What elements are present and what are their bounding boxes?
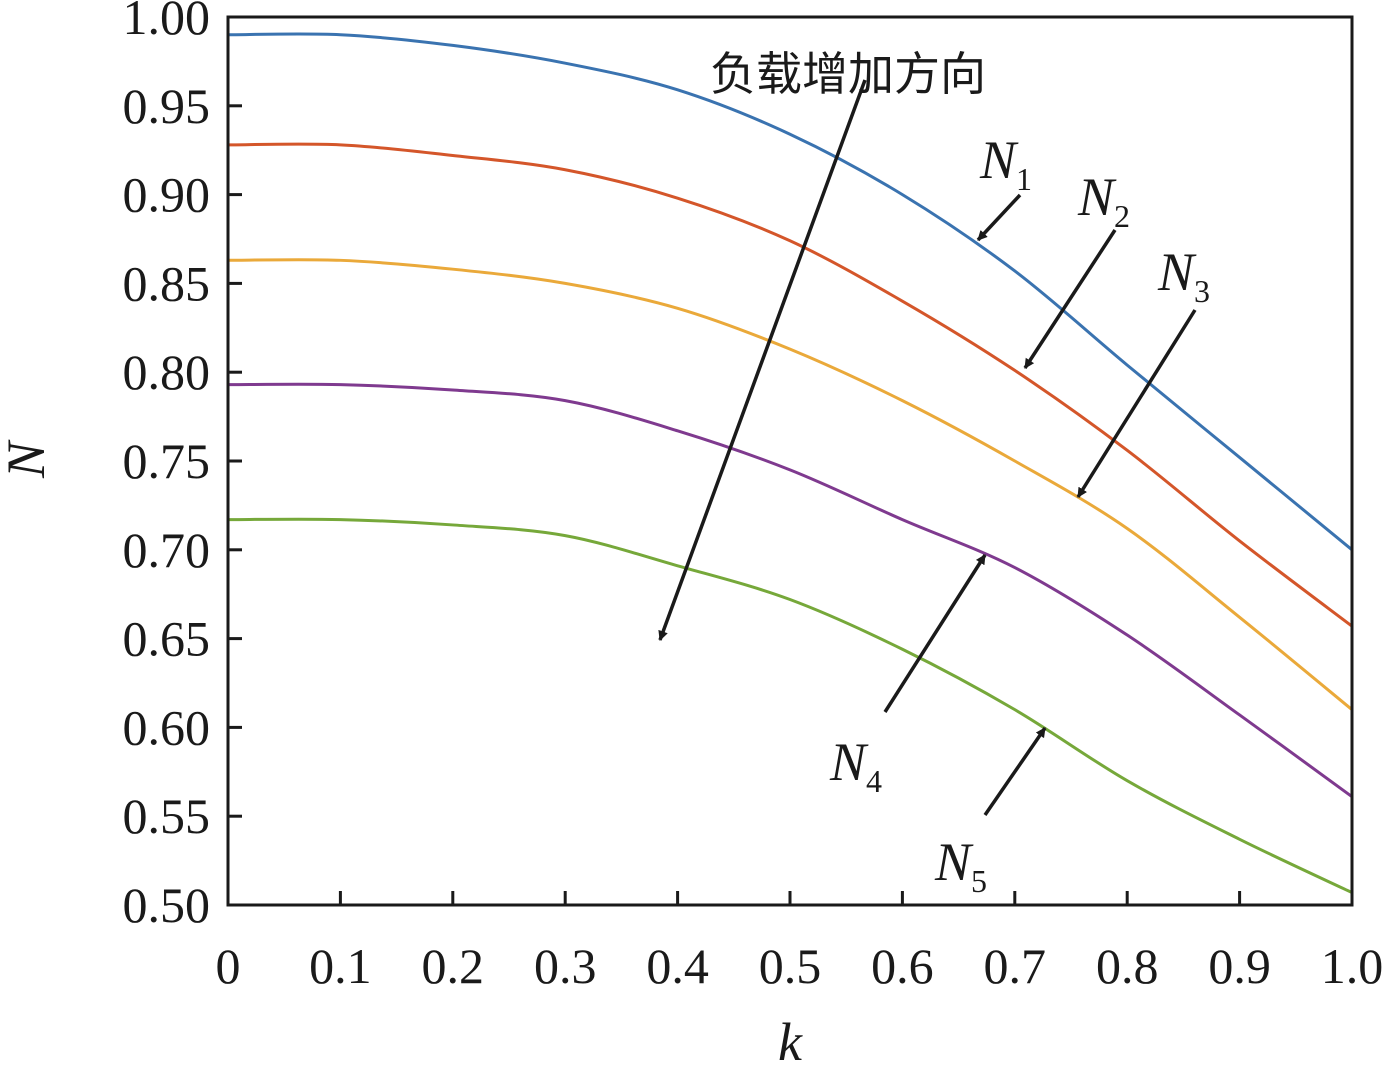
y-tick-label: 0.60 bbox=[123, 699, 211, 755]
load-direction-annotation: 负载增加方向 bbox=[710, 47, 986, 101]
x-tick-label: 1.0 bbox=[1321, 938, 1384, 994]
arrow-N2 bbox=[1023, 229, 1117, 369]
x-tick-label: 0 bbox=[216, 938, 241, 994]
y-tick-label: 0.70 bbox=[123, 522, 211, 578]
series-line-N2 bbox=[227, 142, 1353, 628]
x-tick-label: 0.5 bbox=[759, 938, 822, 994]
x-tick-label: 0.9 bbox=[1208, 938, 1271, 994]
x-tick-label: 0.7 bbox=[984, 938, 1047, 994]
y-tick-label: 0.65 bbox=[123, 611, 211, 667]
series-label-N5: N5 bbox=[934, 832, 987, 899]
y-tick-label: 0.90 bbox=[123, 167, 211, 223]
series-line-N1 bbox=[227, 32, 1353, 551]
series-line-N5 bbox=[227, 517, 1353, 894]
arrow-N4 bbox=[883, 554, 987, 713]
y-tick-label: 0.55 bbox=[123, 788, 211, 844]
series-label-N3: N3 bbox=[1157, 242, 1210, 309]
series-line-N4 bbox=[227, 382, 1353, 798]
y-axis-label: N bbox=[0, 439, 56, 479]
x-tick-label: 0.8 bbox=[1096, 938, 1159, 994]
y-tick-label: 0.75 bbox=[123, 433, 211, 489]
x-tick-label: 0.6 bbox=[871, 938, 934, 994]
y-tick-label: 0.95 bbox=[123, 78, 211, 134]
y-tick-label: 1.00 bbox=[123, 0, 211, 45]
arrow-N1 bbox=[976, 193, 1022, 242]
series-line-N3 bbox=[227, 258, 1353, 711]
series-label-N1: N1 bbox=[979, 130, 1032, 197]
x-tick-label: 0.1 bbox=[309, 938, 372, 994]
x-tick-label: 0.3 bbox=[534, 938, 597, 994]
y-tick-label: 0.50 bbox=[123, 877, 211, 933]
series-label-N2: N2 bbox=[1077, 167, 1130, 234]
arrow-N3 bbox=[1076, 309, 1197, 498]
y-tick-label: 0.85 bbox=[123, 255, 211, 311]
arrow-N5 bbox=[983, 727, 1047, 816]
load-direction-arrow bbox=[658, 79, 867, 641]
x-tick-label: 0.4 bbox=[646, 938, 709, 994]
x-tick-label: 0.2 bbox=[422, 938, 485, 994]
series-label-N4: N4 bbox=[829, 732, 882, 799]
x-axis-label: k bbox=[778, 1012, 803, 1065]
y-tick-label: 0.80 bbox=[123, 344, 211, 400]
